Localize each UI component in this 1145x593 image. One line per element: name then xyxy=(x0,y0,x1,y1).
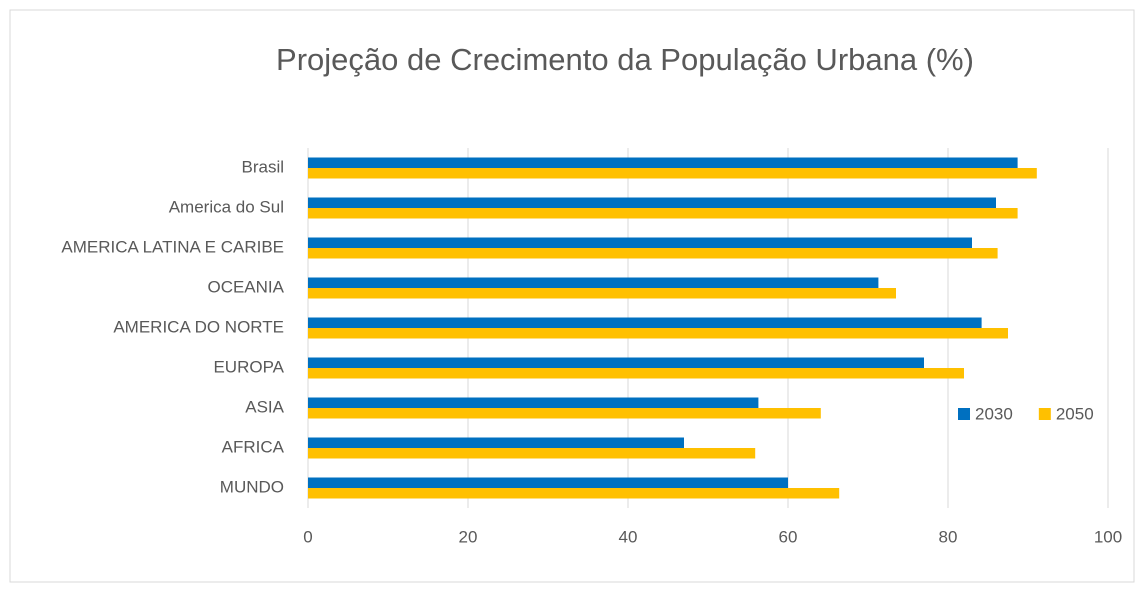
bar xyxy=(308,488,840,499)
bar xyxy=(308,248,998,259)
bar xyxy=(308,168,1037,179)
y-tick-label: ASIA xyxy=(245,397,284,416)
x-tick-label: 100 xyxy=(1094,527,1122,546)
y-tick-label: Brasil xyxy=(241,157,284,176)
x-tick-label: 40 xyxy=(619,527,638,546)
y-tick-label: AMERICA LATINA E CARIBE xyxy=(61,237,284,256)
chart-title: Projeção de Crecimento da População Urba… xyxy=(276,42,974,77)
bar xyxy=(308,237,972,248)
y-tick-label: America do Sul xyxy=(169,197,284,216)
bar xyxy=(308,197,996,208)
bar xyxy=(308,208,1018,219)
legend-swatch xyxy=(1038,408,1051,420)
legend-label: 2050 xyxy=(1056,404,1094,423)
x-tick-label: 20 xyxy=(459,527,478,546)
bar xyxy=(308,437,684,448)
x-tick-label: 0 xyxy=(303,527,312,546)
y-tick-label: AMERICA DO NORTE xyxy=(113,317,284,336)
y-tick-label: EUROPA xyxy=(213,357,284,376)
y-tick-label: MUNDO xyxy=(220,477,284,496)
x-tick-label: 80 xyxy=(939,527,958,546)
bar xyxy=(308,477,788,488)
bar xyxy=(308,357,924,368)
legend-swatch xyxy=(958,408,970,420)
bar xyxy=(308,317,982,328)
y-tick-label: AFRICA xyxy=(222,437,285,456)
x-tick-label: 60 xyxy=(779,527,798,546)
y-tick-label: OCEANIA xyxy=(207,277,284,296)
bar xyxy=(308,368,964,379)
bar xyxy=(308,448,756,459)
bar xyxy=(308,288,896,299)
bar xyxy=(308,277,879,288)
bar xyxy=(308,328,1008,339)
bar xyxy=(308,157,1018,168)
legend-label: 2030 xyxy=(975,404,1013,423)
bar xyxy=(308,408,821,419)
bar xyxy=(308,397,759,408)
